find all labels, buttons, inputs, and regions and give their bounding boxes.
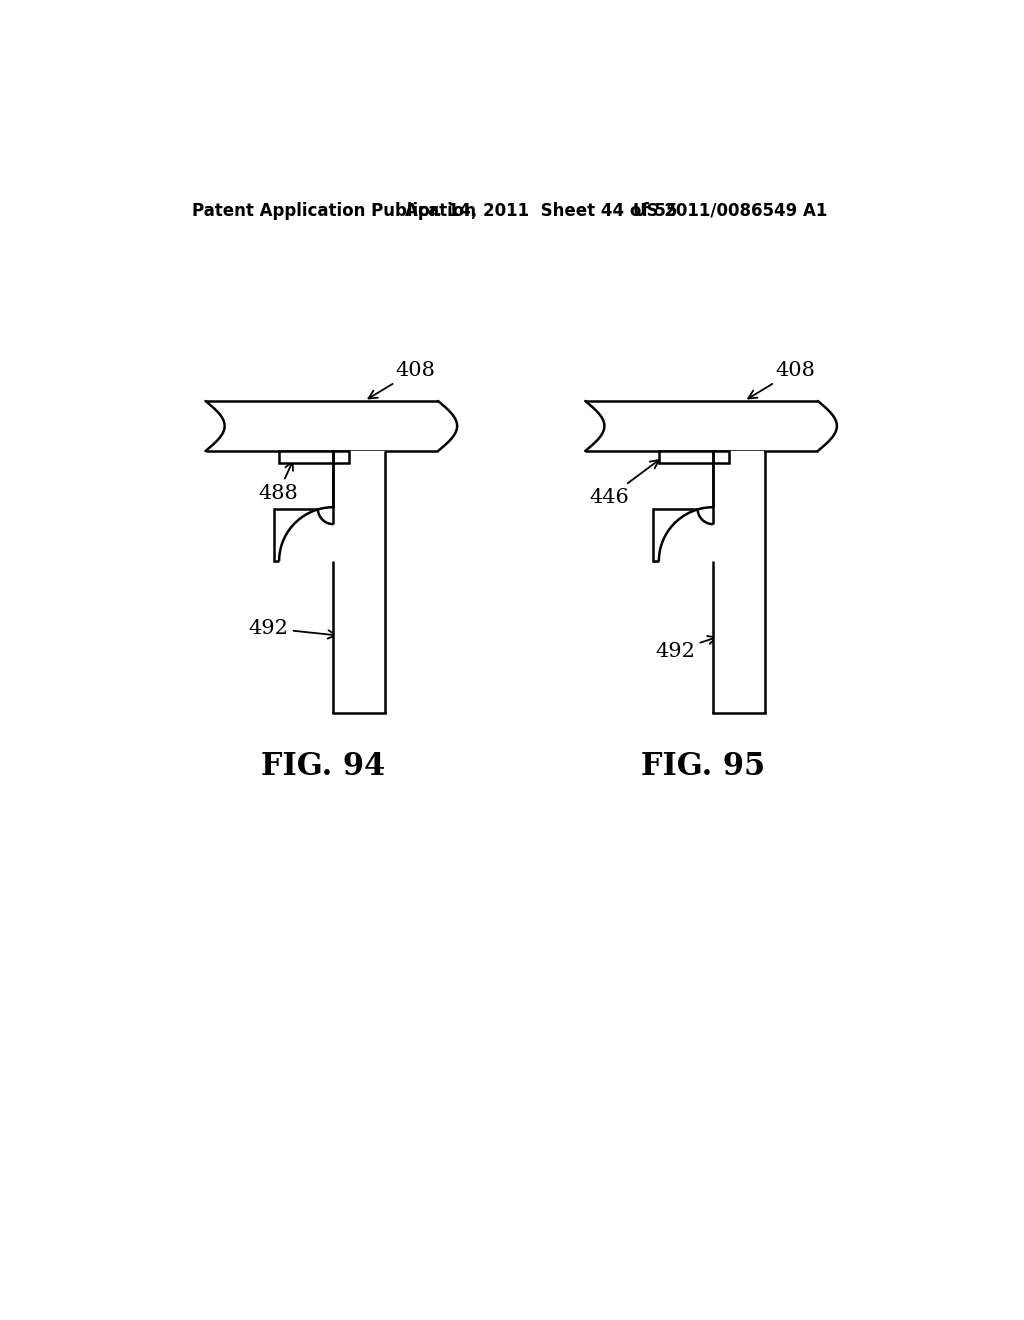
Text: 492: 492 (655, 636, 717, 661)
Bar (658, 451, 729, 463)
Text: 408: 408 (369, 360, 435, 399)
Text: 488: 488 (258, 462, 298, 503)
Text: 408: 408 (749, 360, 815, 399)
Text: 492: 492 (248, 619, 336, 639)
Text: FIG. 95: FIG. 95 (641, 751, 765, 783)
Text: FIG. 94: FIG. 94 (261, 751, 385, 783)
Bar (206, 401, 438, 451)
Text: Patent Application Publication: Patent Application Publication (193, 202, 476, 219)
Text: Apr. 14, 2011  Sheet 44 of 55: Apr. 14, 2011 Sheet 44 of 55 (406, 202, 678, 219)
Bar (280, 451, 349, 463)
Bar (334, 524, 388, 561)
Bar (586, 401, 818, 451)
Bar (714, 451, 764, 713)
Bar (654, 510, 713, 561)
Text: 446: 446 (589, 461, 658, 507)
Bar (334, 451, 385, 713)
Bar (274, 510, 334, 561)
Bar (713, 524, 767, 561)
Text: US 2011/0086549 A1: US 2011/0086549 A1 (633, 202, 827, 219)
